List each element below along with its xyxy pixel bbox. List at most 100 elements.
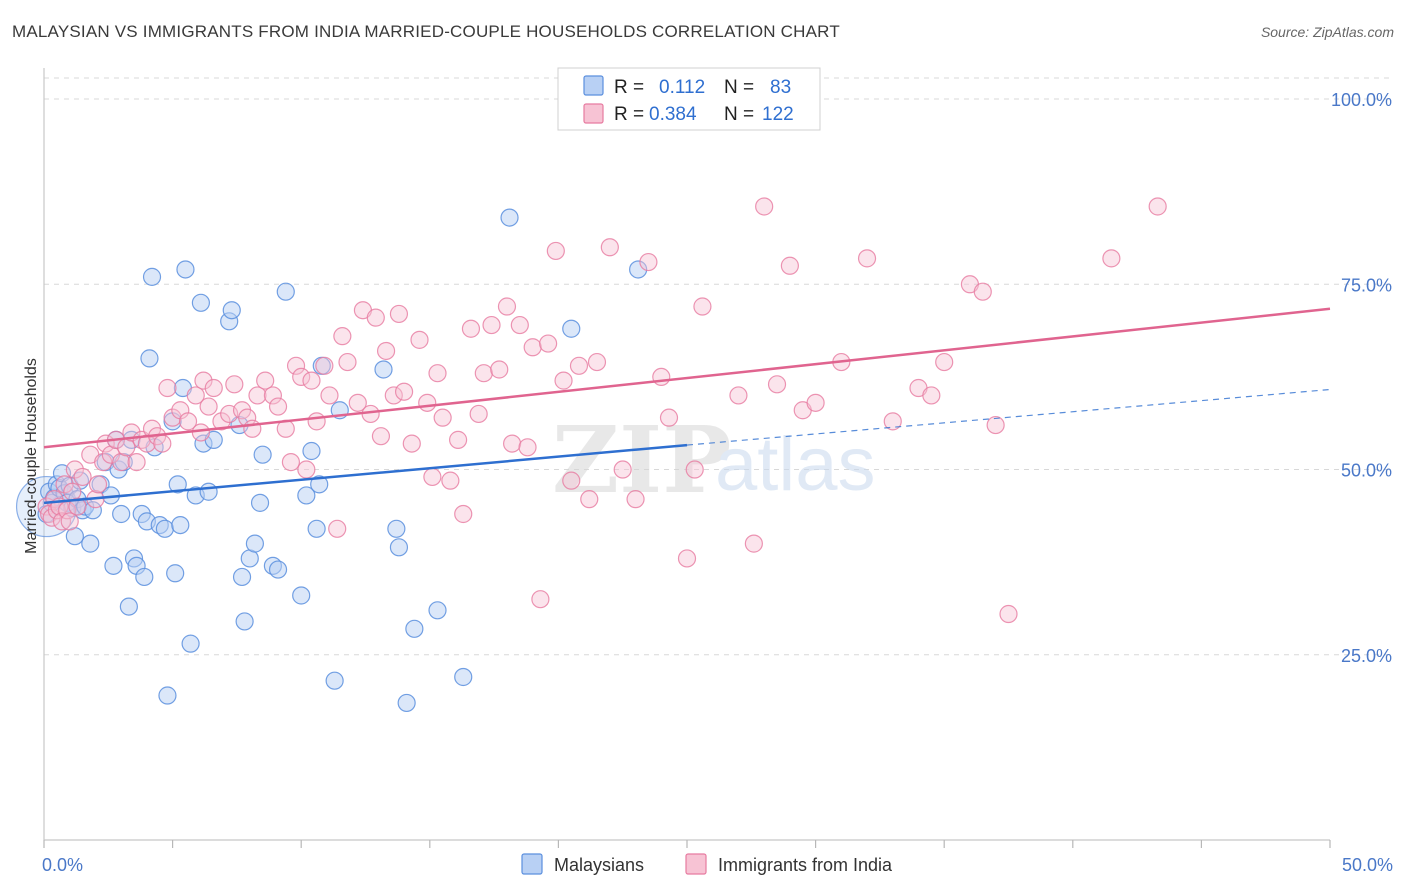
data-point-india bbox=[225, 375, 244, 394]
legend-swatch-pink bbox=[583, 103, 604, 124]
data-point-malaysian bbox=[302, 441, 321, 461]
watermark: ZIP atlas bbox=[552, 406, 876, 514]
trend-lines bbox=[43, 307, 1331, 505]
data-point-malaysian bbox=[562, 319, 581, 338]
data-point-india bbox=[194, 371, 213, 390]
data-point-india bbox=[755, 197, 774, 216]
legend-r-label-1: R = bbox=[614, 77, 644, 98]
data-point-india bbox=[454, 504, 473, 524]
data-point-malaysian bbox=[104, 556, 123, 575]
data-point-india bbox=[248, 386, 267, 405]
legend-r-value-1: 0.112 bbox=[659, 77, 705, 98]
data-point-malaysian bbox=[405, 619, 424, 638]
y-tick-label: 100.0% bbox=[1331, 90, 1392, 110]
data-point-india bbox=[857, 249, 877, 268]
data-point-india bbox=[659, 408, 679, 427]
data-point-india bbox=[639, 252, 658, 272]
data-point-india bbox=[256, 371, 275, 390]
data-point-india bbox=[693, 297, 712, 316]
data-point-india bbox=[302, 371, 321, 390]
bottom-legend-label-malaysians: Malaysians bbox=[554, 855, 644, 875]
legend-r-label-2: R = bbox=[614, 104, 644, 125]
data-point-india bbox=[178, 412, 198, 431]
data-point-india bbox=[163, 408, 182, 427]
trend-line-india bbox=[43, 307, 1331, 449]
data-point-india bbox=[94, 453, 113, 472]
data-point-malaysian bbox=[297, 486, 316, 505]
data-point-india bbox=[384, 386, 403, 405]
data-point-malaysian bbox=[428, 601, 447, 620]
data-point-malaysian bbox=[389, 538, 409, 557]
data-point-india bbox=[186, 386, 205, 405]
data-point-india bbox=[1148, 197, 1167, 216]
data-point-india bbox=[418, 393, 437, 412]
data-point-malaysian bbox=[119, 597, 138, 616]
data-point-india bbox=[127, 453, 146, 472]
data-point-india bbox=[1102, 249, 1121, 268]
data-point-india bbox=[554, 371, 573, 390]
data-point-india bbox=[767, 375, 787, 394]
data-point-india bbox=[243, 419, 262, 438]
data-point-india bbox=[448, 430, 468, 449]
data-point-india bbox=[503, 434, 522, 453]
data-point-india bbox=[389, 304, 409, 324]
data-point-malaysian bbox=[166, 564, 185, 583]
data-point-india bbox=[191, 423, 210, 442]
data-point-malaysian bbox=[199, 482, 218, 501]
data-point-malaysian bbox=[112, 504, 131, 524]
x-tick-label-max: 50.0% bbox=[1342, 855, 1393, 875]
data-point-india bbox=[441, 471, 460, 490]
data-point-india bbox=[158, 378, 177, 398]
data-point-india bbox=[286, 356, 306, 375]
data-point-india bbox=[986, 415, 1005, 435]
data-point-india bbox=[531, 590, 550, 609]
data-point-india bbox=[729, 386, 748, 405]
data-point-india bbox=[744, 534, 763, 553]
chart-source: Source: ZipAtlas.com bbox=[1260, 24, 1394, 40]
data-point-india bbox=[600, 238, 619, 257]
legend-bottom: Malaysians Immigrants from India bbox=[521, 853, 893, 875]
data-point-india bbox=[366, 308, 385, 327]
data-point-india bbox=[482, 315, 501, 335]
legend-n-value-1: 83 bbox=[770, 77, 791, 98]
data-point-india bbox=[652, 367, 671, 387]
data-point-india bbox=[333, 327, 352, 346]
data-point-india bbox=[204, 378, 223, 398]
data-point-malaysian bbox=[222, 301, 241, 320]
chart-title: MALAYSIAN VS IMMIGRANTS FROM INDIA MARRI… bbox=[12, 22, 840, 41]
data-point-india bbox=[922, 386, 941, 405]
data-point-malaysian bbox=[500, 208, 519, 227]
data-point-india bbox=[569, 356, 589, 375]
data-point-india bbox=[461, 319, 481, 338]
data-point-india bbox=[263, 386, 283, 405]
data-point-india bbox=[376, 341, 396, 361]
data-point-india bbox=[60, 512, 79, 531]
data-point-india bbox=[268, 397, 288, 416]
data-point-malaysian bbox=[325, 671, 344, 690]
data-point-malaysian bbox=[158, 686, 177, 705]
data-point-india bbox=[685, 460, 704, 479]
data-point-malaysian bbox=[191, 293, 210, 312]
data-point-india bbox=[338, 352, 357, 372]
data-point-malaysian bbox=[454, 667, 473, 687]
series-malaysians bbox=[15, 208, 648, 713]
trend-line-malaysians bbox=[43, 443, 688, 505]
y-tick-label: 50.0% bbox=[1341, 461, 1392, 481]
data-point-india bbox=[307, 412, 326, 431]
data-point-india bbox=[371, 427, 391, 446]
data-point-india bbox=[539, 334, 558, 353]
data-point-india bbox=[562, 471, 581, 490]
data-point-malaysian bbox=[142, 267, 162, 286]
data-point-india bbox=[883, 412, 902, 431]
data-point-india bbox=[348, 393, 367, 412]
data-point-india bbox=[199, 397, 218, 416]
data-point-india bbox=[153, 434, 172, 453]
data-point-india bbox=[428, 364, 447, 383]
data-point-india bbox=[328, 519, 347, 538]
data-point-malaysian bbox=[250, 493, 270, 512]
data-point-india bbox=[320, 386, 339, 405]
data-point-malaysian bbox=[245, 534, 265, 553]
trend-line-malaysians-extension bbox=[686, 388, 1331, 446]
data-point-malaysian bbox=[232, 567, 252, 587]
